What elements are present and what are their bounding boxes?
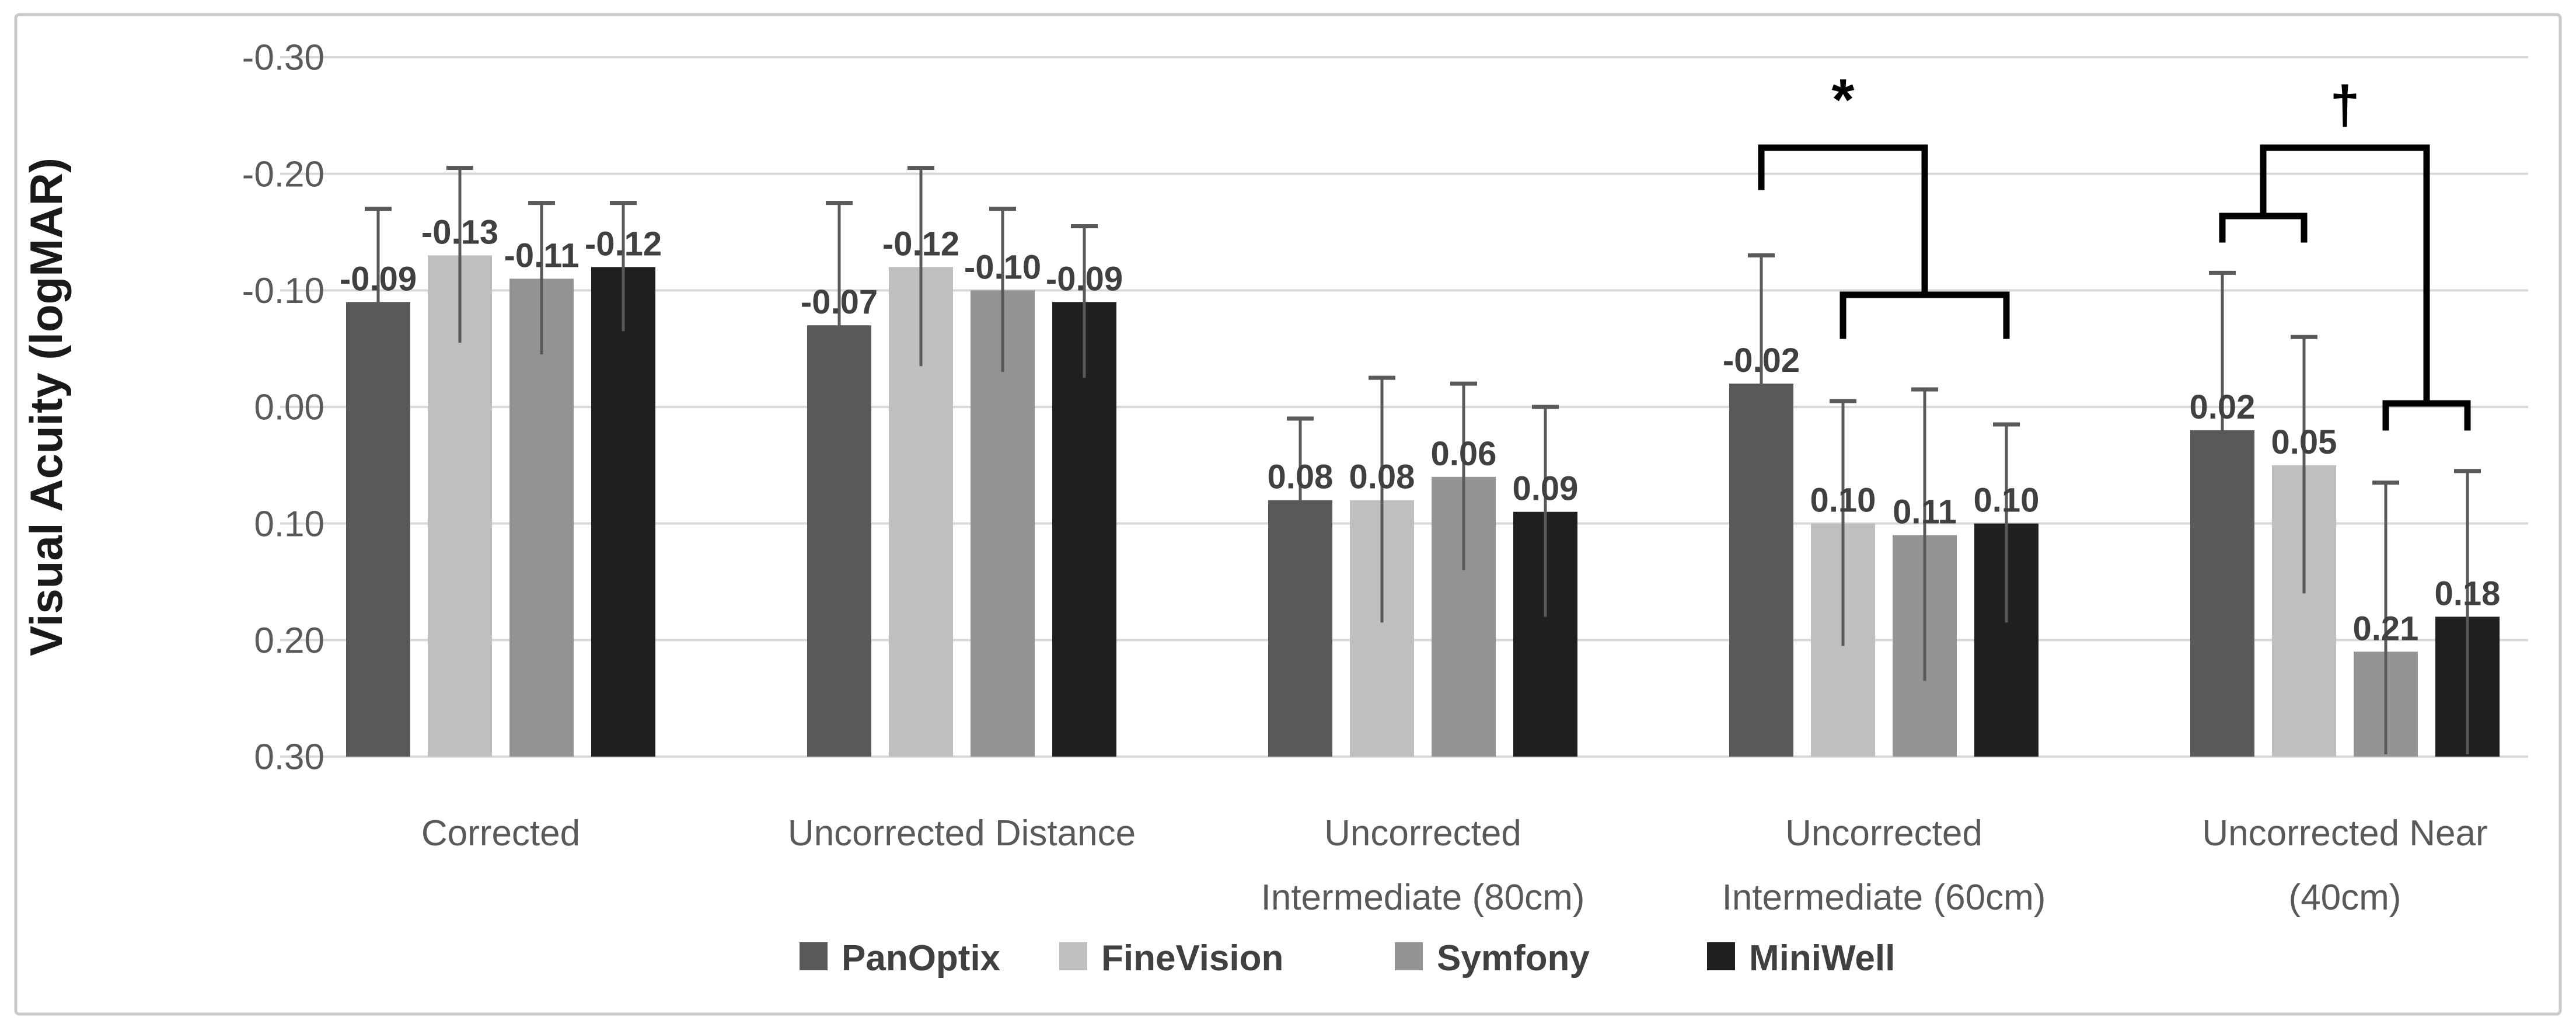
legend-item-finevision: FineVision	[1059, 938, 1283, 978]
bar-value-label: 0.05	[2271, 423, 2337, 461]
legend-label: Symfony	[1437, 938, 1590, 978]
bar-value-label: 0.18	[2435, 574, 2501, 612]
significance-symbol-asterisk: *	[1832, 67, 1855, 133]
bar-value-label: -0.09	[340, 260, 417, 298]
legend-swatch-finevision	[1059, 942, 1087, 970]
category-label-line: Uncorrected Distance	[788, 813, 1136, 854]
y-tick-label: 0.00	[254, 388, 324, 428]
legend-item-miniwell: MiniWell	[1707, 938, 1895, 978]
data-labels: -0.09 -0.07 0.08 -0.02 0.02 -0.13 -0.12 0.08 0.1…	[340, 213, 2501, 647]
bar-value-label: 0.02	[2190, 388, 2256, 426]
legend-label: FineVision	[1101, 938, 1283, 978]
y-axis-tick-labels: -0.30 -0.20 -0.10 0.00 0.10 0.20 0.30	[242, 38, 324, 778]
bar-value-label: -0.12	[882, 225, 959, 263]
error-bars	[365, 166, 2481, 754]
bracket-right-pair	[2382, 400, 2471, 431]
legend-item-panoptix: PanOptix	[800, 938, 1001, 978]
significance-brackets: * †	[1758, 67, 2471, 431]
legend: PanOptix FineVision Symfony MiniWell	[800, 938, 1895, 978]
category-label-line: Intermediate (60cm)	[1722, 877, 2046, 918]
category-label-line: Uncorrected	[1324, 813, 1521, 854]
category-label-line: Uncorrected	[1785, 813, 1982, 854]
bar-value-label: -0.13	[421, 213, 498, 251]
x-axis-category-labels: Corrected Uncorrected Distance Uncorrected…	[421, 813, 2488, 918]
bar-value-label: 0.21	[2353, 609, 2419, 647]
bar-value-label: 0.10	[1974, 482, 2040, 520]
legend-swatch-miniwell	[1707, 942, 1735, 970]
y-tick-label: -0.10	[242, 271, 324, 311]
bracket-upper	[1758, 144, 1928, 298]
significance-symbol-dagger: †	[2330, 75, 2359, 135]
chart-border	[14, 13, 2562, 1016]
y-axis-title: Visual Acuity (logMAR)	[20, 158, 72, 656]
bar-value-label: -0.10	[964, 248, 1041, 286]
category-label-line: Intermediate (80cm)	[1261, 877, 1585, 918]
bar-value-label: 0.06	[1431, 435, 1497, 473]
legend-label: PanOptix	[842, 938, 1001, 978]
bracket-lower	[1839, 291, 2010, 339]
bar-value-label: 0.09	[1513, 470, 1579, 508]
bracket-stem	[2260, 144, 2430, 407]
bar-value-label: -0.02	[1723, 342, 1800, 379]
category-label-line: Corrected	[421, 813, 580, 854]
legend-item-symfony: Symfony	[1395, 938, 1590, 978]
y-tick-label: 0.20	[254, 621, 324, 661]
bar-value-label: -0.11	[504, 236, 580, 274]
bar-value-label: 0.10	[1810, 482, 1876, 520]
legend-label: MiniWell	[1749, 938, 1895, 978]
y-tick-label: 0.10	[254, 504, 324, 544]
bar-value-label: -0.07	[801, 283, 878, 321]
category-label-line: Uncorrected Near	[2202, 813, 2487, 854]
bar-miniwell-group1	[591, 267, 655, 757]
bar-value-label: 0.11	[1893, 493, 1957, 531]
bar-value-label: 0.08	[1268, 458, 1334, 496]
category-label-line: (40cm)	[2289, 877, 2402, 918]
y-tick-label: -0.30	[242, 38, 324, 78]
bar-symfony-group1	[509, 278, 574, 757]
bar-value-label: 0.08	[1349, 458, 1415, 496]
bar-value-label: -0.09	[1046, 260, 1123, 298]
y-tick-label: 0.30	[254, 737, 324, 778]
legend-swatch-panoptix	[800, 942, 828, 970]
legend-swatch-symfony	[1395, 942, 1423, 970]
y-tick-label: -0.20	[242, 154, 324, 194]
bar-value-label: -0.12	[585, 225, 662, 263]
